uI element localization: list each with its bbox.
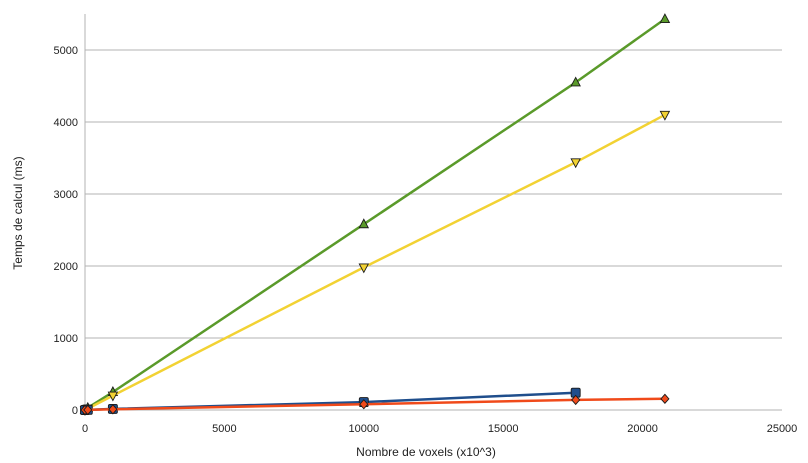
x-tick-label: 25000	[767, 423, 798, 435]
x-tick-label: 0	[82, 423, 88, 435]
x-tick-labels: 0 5000 10000 15000 20000 25000	[82, 423, 797, 435]
series-1	[79, 13, 671, 414]
series-2	[79, 110, 671, 416]
x-axis-label: Nombre de voxels (x10^3)	[356, 445, 496, 459]
y-tick-label: 1000	[54, 333, 78, 345]
series-1-point	[570, 76, 581, 87]
x-tick-label: 5000	[212, 423, 236, 435]
series-4-point	[571, 394, 581, 406]
series-4	[80, 393, 670, 416]
x-tick-label: 10000	[349, 423, 380, 435]
y-tick-label: 3000	[54, 189, 78, 201]
series-4-point	[108, 404, 118, 415]
series-2-point	[659, 110, 671, 121]
y-tick-label: 2000	[54, 261, 78, 273]
y-tick-labels: 0 1000 2000 3000 4000 5000	[54, 45, 78, 417]
series-1-line	[84, 17, 666, 411]
series-1-point	[659, 13, 671, 23]
grid-lines	[85, 49, 782, 339]
series-4-point	[359, 399, 369, 410]
series-4-point	[660, 393, 670, 405]
x-tick-label: 15000	[488, 423, 519, 435]
y-tick-label: 0	[72, 405, 78, 417]
series-group	[79, 13, 671, 416]
x-tick-label: 20000	[627, 423, 658, 435]
axes	[84, 14, 782, 411]
series-2-point	[107, 391, 119, 402]
y-tick-label: 4000	[54, 117, 78, 129]
series-2-point	[570, 158, 581, 169]
y-axis-label: Temps de calcul (ms)	[11, 156, 25, 269]
series-1-point	[358, 218, 370, 229]
series-2-point	[358, 263, 370, 274]
y-tick-label: 5000	[54, 45, 78, 57]
series-4-point	[83, 404, 93, 416]
